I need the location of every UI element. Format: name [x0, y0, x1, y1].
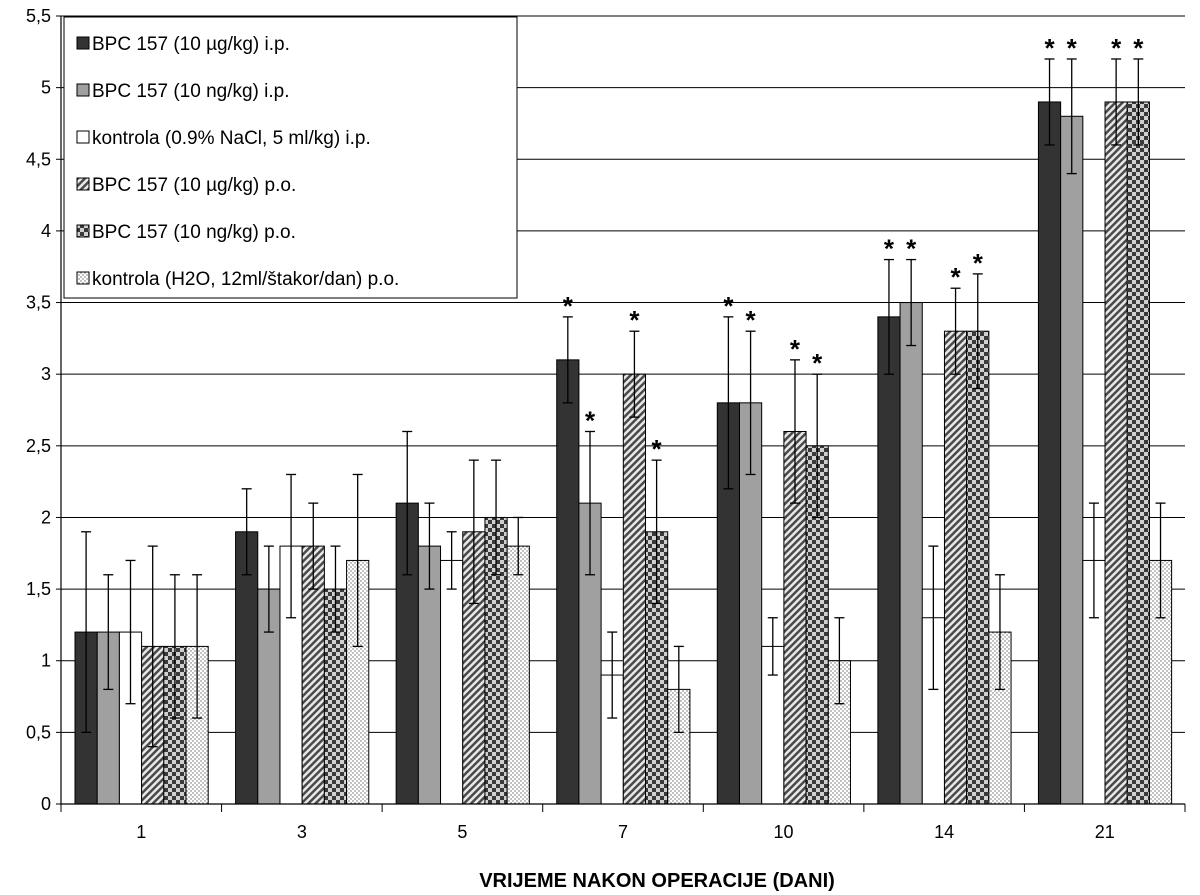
legend-label: BPC 157 (10 ng/kg) p.o.	[92, 222, 296, 243]
x-tick-label: 21	[1095, 822, 1115, 842]
legend-label: kontrola (H2O, 12ml/štakor/dan) p.o.	[92, 269, 399, 290]
bar	[966, 330, 990, 805]
legend-label: BPC 157 (10 µg/kg) p.o.	[92, 175, 296, 196]
significance-star: *	[812, 348, 823, 378]
bar	[1126, 101, 1150, 805]
legend-label: kontrola (0.9% NaCl, 5 ml/kg) i.p.	[92, 128, 371, 149]
legend-box	[63, 16, 518, 299]
legend-swatch	[76, 36, 90, 50]
y-tick-label: 1,5	[26, 579, 51, 599]
significance-star: *	[563, 291, 574, 321]
significance-star: *	[746, 305, 757, 335]
significance-star: *	[884, 234, 895, 264]
significance-star: *	[585, 405, 596, 435]
significance-star: *	[1133, 33, 1144, 63]
significance-star: *	[1044, 33, 1055, 63]
y-tick-label: 4,5	[26, 149, 51, 169]
legend-swatch	[76, 130, 90, 144]
bar	[1060, 115, 1084, 805]
x-tick-label: 10	[774, 822, 794, 842]
significance-markers: * * * * * * * * * * * * * * * *	[563, 33, 1145, 464]
significance-star: *	[790, 334, 801, 364]
x-tick-label: 1	[136, 822, 146, 842]
significance-star: *	[973, 248, 984, 278]
y-tick-label: 2,5	[26, 436, 51, 456]
significance-star: *	[1067, 33, 1078, 63]
x-tick-label: 7	[618, 822, 628, 842]
y-tick-label: 4	[41, 221, 51, 241]
bars	[74, 101, 1173, 805]
x-axis-title: VRIJEME NAKON OPERACIJE (DANI)	[479, 870, 835, 892]
legend: BPC 157 (10 µg/kg) i.p. BPC 157 (10 ng/kg…	[63, 16, 518, 299]
bar	[1104, 101, 1128, 805]
y-tick-label: 0,5	[26, 722, 51, 742]
bar	[622, 373, 647, 805]
legend-swatch	[76, 83, 90, 97]
y-tick-label: 3,5	[26, 293, 51, 313]
significance-star: *	[629, 305, 640, 335]
bar	[556, 359, 580, 805]
legend-swatch	[76, 224, 90, 238]
legend-label: BPC 157 (10 ng/kg) i.p.	[92, 81, 290, 102]
bar	[1037, 101, 1062, 805]
error-bars	[81, 58, 1166, 748]
y-tick-label: 0	[41, 794, 51, 814]
legend-label: BPC 157 (10 µg/kg) i.p.	[92, 34, 290, 55]
significance-star: *	[950, 262, 961, 292]
legend-swatch	[76, 271, 90, 285]
significance-star: *	[1111, 33, 1122, 63]
y-tick-label: 3	[41, 364, 51, 384]
bar	[899, 302, 923, 805]
y-tick-label: 5,5	[26, 6, 51, 26]
y-tick-label: 5	[41, 78, 51, 98]
y-tick-label: 2	[41, 507, 51, 527]
axes: 0 0,5 1 1,5 2 2,5 3 3,5 4 4,5 5 5,5 1 3 5 7 10 14 21	[26, 6, 1186, 842]
x-tick-label: 14	[934, 822, 954, 842]
bar	[943, 330, 968, 805]
legend-swatch	[76, 177, 90, 191]
bar	[877, 316, 901, 805]
bar	[440, 559, 464, 805]
significance-star: *	[906, 234, 917, 264]
bar	[506, 545, 530, 805]
significance-star: *	[723, 291, 734, 321]
y-tick-label: 1	[41, 651, 51, 671]
x-tick-label: 3	[297, 822, 307, 842]
significance-star: *	[652, 434, 663, 464]
x-tick-label: 5	[457, 822, 467, 842]
